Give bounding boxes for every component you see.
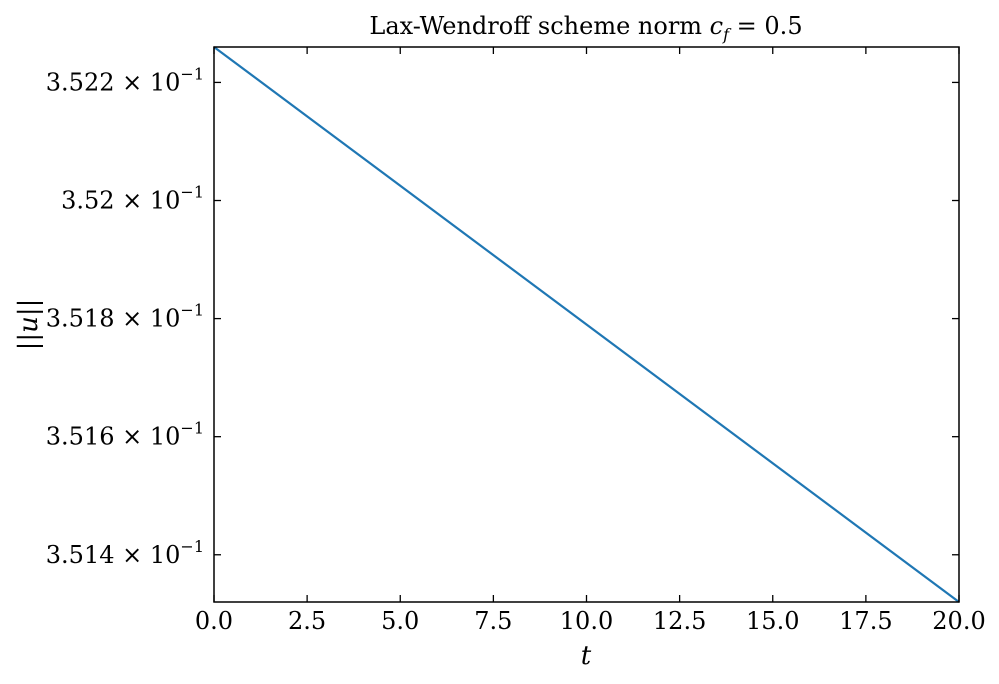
x-tick-label-8: 20.0 [932, 607, 985, 635]
x-tick-label-4: 10.0 [560, 607, 613, 635]
chart-title: Lax-Wendroff scheme norm cf = 0.5 [369, 12, 802, 44]
chart-title-variable: c [710, 12, 723, 40]
series-layer [213, 46, 960, 603]
x-tick-label-2: 5.0 [381, 607, 419, 635]
x-tick-label-3: 7.5 [474, 607, 512, 635]
x-tick-label-1: 2.5 [288, 607, 326, 635]
x-ticks: 0.0 2.5 5.0 7.5 10.0 12.5 15.0 17.5 20.0 [195, 47, 986, 635]
y-ticks: 3.514 × 10−1 3.516 × 10−1 3.518 × 10−1 3.52… [46, 64, 959, 569]
y-tick-label-3: 3.52 × 10−1 [61, 183, 204, 215]
y-tick-label-1: 3.516 × 10−1 [46, 419, 204, 451]
x-tick-label-6: 15.0 [746, 607, 799, 635]
y-tick-label-0: 3.514 × 10−1 [46, 537, 204, 569]
y-tick-label-4: 3.522 × 10−1 [46, 64, 204, 96]
x-tick-label-0: 0.0 [195, 607, 233, 635]
y-axis-label: ||u|| [14, 299, 44, 351]
chart-title-subscript: f [722, 25, 732, 44]
chart-title-prefix: Lax-Wendroff scheme norm [369, 12, 709, 40]
plot-frame [213, 46, 960, 603]
y-tick-label-2: 3.518 × 10−1 [46, 301, 204, 333]
x-tick-label-5: 12.5 [653, 607, 706, 635]
x-axis-label: t [581, 641, 592, 671]
x-tick-label-7: 17.5 [839, 607, 892, 635]
chart-title-suffix: = 0.5 [729, 12, 803, 40]
series-line-0 [213, 46, 960, 603]
